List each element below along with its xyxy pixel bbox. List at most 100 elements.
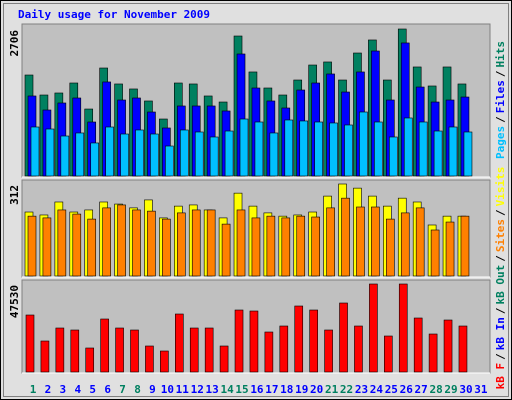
bar: [221, 223, 231, 277]
bar: [75, 132, 85, 177]
bar: [120, 133, 129, 177]
x-tick-label: 1: [30, 383, 37, 396]
bar: [433, 130, 443, 177]
x-tick-label: 6: [104, 383, 111, 396]
bar: [281, 217, 291, 277]
x-tick-label: 24: [370, 383, 384, 396]
bar: [90, 142, 100, 177]
bar: [371, 206, 380, 277]
x-tick-label: 3: [60, 383, 67, 396]
bar: [115, 327, 124, 373]
legend-separator: /: [494, 116, 507, 123]
bar: [264, 331, 274, 373]
bar: [413, 317, 423, 373]
bar: [314, 121, 323, 177]
bar: [30, 126, 40, 177]
legend-entry: Hits: [494, 41, 507, 68]
bar: [463, 131, 473, 177]
bar: [294, 305, 304, 373]
bar: [403, 117, 413, 177]
bar: [296, 215, 306, 277]
legend-separator: /: [494, 70, 507, 77]
legend: kB F / kB In / kB Out / Sites / Visits: [494, 167, 507, 390]
bar: [311, 216, 320, 277]
bar: [430, 229, 440, 277]
x-tick-label: 11: [176, 383, 190, 396]
bar: [326, 207, 335, 277]
bar: [209, 136, 219, 177]
x-tick-label: 22: [340, 383, 353, 396]
x-tick-label: 17: [265, 383, 278, 396]
bar: [194, 131, 204, 177]
bar: [132, 209, 141, 277]
x-tick-label: 16: [250, 383, 264, 396]
legend-entry: kB Out: [494, 265, 507, 305]
bar: [356, 206, 365, 277]
bar: [117, 204, 126, 277]
bar: [418, 121, 428, 177]
y-tick-label: 312: [8, 185, 21, 205]
bar: [40, 340, 50, 373]
bar: [45, 128, 55, 177]
bar: [369, 283, 378, 373]
bar: [398, 283, 408, 373]
bar: [191, 209, 201, 277]
x-tick-label: 4: [74, 383, 81, 396]
bar: [72, 213, 82, 277]
legend-entry: kB F: [494, 363, 507, 390]
bar: [25, 314, 35, 373]
bar: [344, 124, 353, 177]
bar: [269, 132, 279, 177]
x-tick-label: 7: [119, 383, 126, 396]
bar: [180, 129, 189, 177]
legend-entry: Files: [494, 80, 507, 113]
bar: [42, 217, 52, 277]
bar: [105, 126, 114, 177]
x-tick-label: 9: [149, 383, 156, 396]
bar: [309, 309, 318, 373]
bar: [189, 327, 199, 373]
bar: [204, 327, 214, 373]
x-tick-label: 26: [400, 383, 414, 396]
x-tick-label: 29: [444, 383, 457, 396]
legend: Pages / Files / Hits: [494, 41, 507, 159]
bar: [445, 221, 455, 277]
bar: [354, 325, 363, 373]
bar: [102, 207, 111, 277]
y-tick-label: 2706: [8, 30, 21, 57]
x-tick-label: 10: [161, 383, 174, 396]
legend-entry: Visits: [494, 167, 507, 207]
bar: [428, 333, 438, 373]
bar: [162, 218, 171, 277]
bar: [145, 345, 154, 373]
bar: [135, 129, 144, 177]
x-tick-label: 20: [310, 383, 323, 396]
bar: [254, 121, 264, 177]
x-tick-label: 15: [235, 383, 248, 396]
bar: [27, 215, 37, 277]
x-tick-label: 12: [191, 383, 204, 396]
bar: [341, 197, 350, 277]
inner-frame: [3, 3, 509, 397]
bar: [177, 212, 186, 277]
x-tick-label: 8: [134, 383, 141, 396]
bar: [147, 210, 156, 277]
x-tick-label: 31: [474, 383, 488, 396]
bar: [100, 318, 109, 373]
bar: [206, 209, 216, 277]
bar: [415, 207, 425, 277]
bar: [359, 111, 368, 177]
bar: [374, 121, 383, 177]
x-tick-label: 2: [45, 383, 52, 396]
bar: [219, 345, 229, 373]
x-tick-label: 25: [385, 383, 398, 396]
bar: [389, 136, 398, 177]
bar: [460, 215, 470, 277]
bar: [284, 119, 294, 177]
bar: [60, 135, 70, 177]
legend-separator: /: [494, 353, 507, 360]
bar: [224, 130, 234, 177]
legend-entry: Sites: [494, 219, 507, 252]
bar: [400, 212, 410, 277]
